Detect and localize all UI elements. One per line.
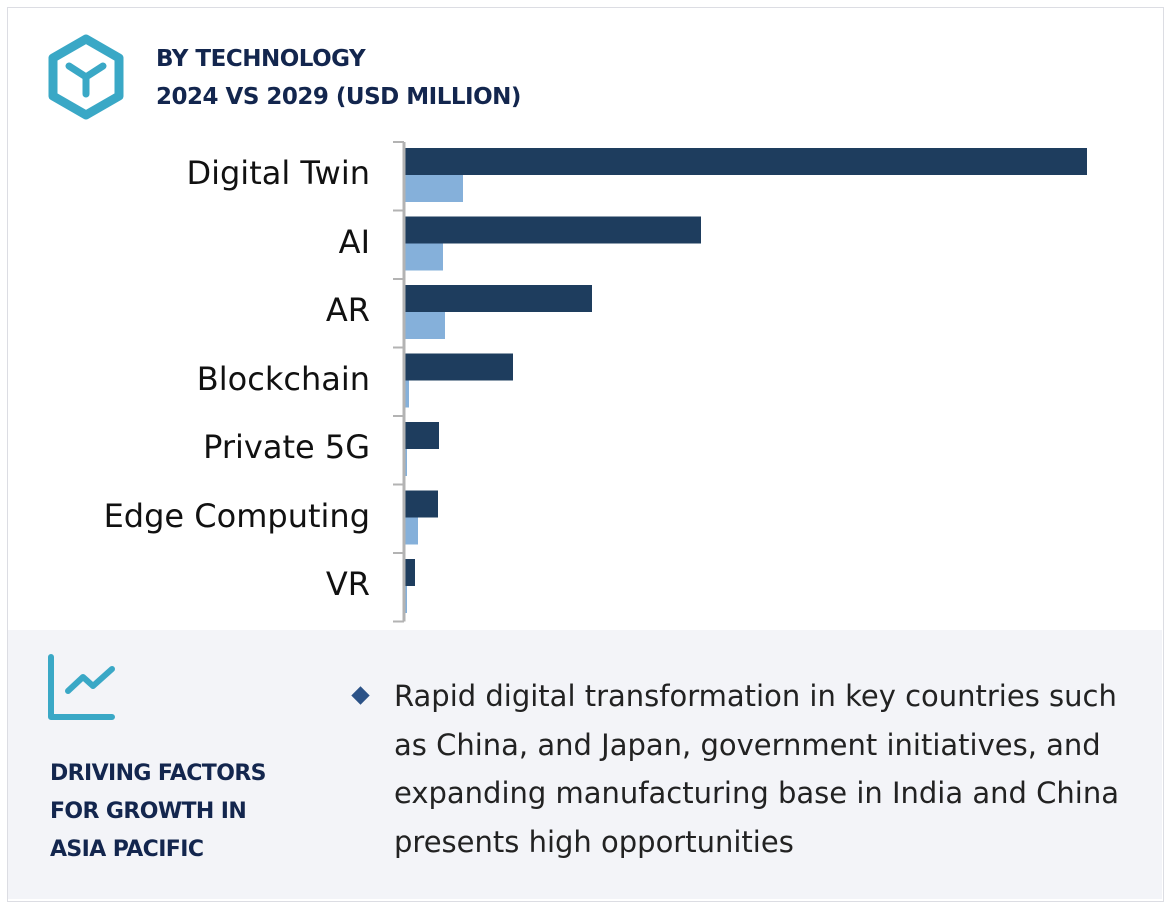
bar-ar-series-2 — [404, 312, 445, 339]
bar-blockchain-series-2 — [404, 380, 409, 408]
bar-digital-twin-series-2 — [404, 175, 463, 202]
title-line-1: BY TECHNOLOGY — [156, 46, 366, 72]
category-label: AI — [338, 222, 370, 261]
bar-ar-series-1 — [404, 285, 592, 312]
bar-ai-series-2 — [404, 243, 443, 271]
bar-digital-twin-series-1 — [404, 148, 1087, 175]
category-label: Edge Computing — [103, 496, 370, 535]
title-line-2: 2024 VS 2029 (USD MILLION) — [156, 84, 521, 110]
bar-blockchain-series-1 — [404, 353, 513, 381]
driving-factors-heading: DRIVING FACTORS FOR GROWTH IN ASIA PACIF… — [50, 755, 267, 869]
category-label: VR — [325, 565, 370, 603]
chart-title: BY TECHNOLOGY 2024 VS 2029 (USD MILLION) — [156, 40, 521, 116]
heading-line: ASIA PACIFIC — [50, 837, 204, 862]
bar-ai-series-1 — [404, 216, 701, 244]
hexagon-y-icon — [48, 34, 124, 120]
heading-line: DRIVING FACTORS — [50, 761, 267, 786]
bar-vr-series-1 — [404, 559, 415, 586]
category-label: Private 5G — [203, 428, 370, 466]
bar-private-5g-series-1 — [404, 422, 439, 449]
driving-factors-panel — [8, 630, 1162, 899]
category-label: Blockchain — [196, 359, 370, 398]
category-label: AR — [325, 291, 370, 329]
bar-edge-computing-series-2 — [404, 517, 418, 545]
bar-edge-computing-series-1 — [404, 490, 438, 518]
bullet-text: Rapid digital transformation in key coun… — [394, 679, 1119, 859]
category-label: Digital Twin — [186, 154, 370, 192]
trend-chart-icon — [48, 654, 115, 720]
heading-line: FOR GROWTH IN — [50, 799, 247, 824]
